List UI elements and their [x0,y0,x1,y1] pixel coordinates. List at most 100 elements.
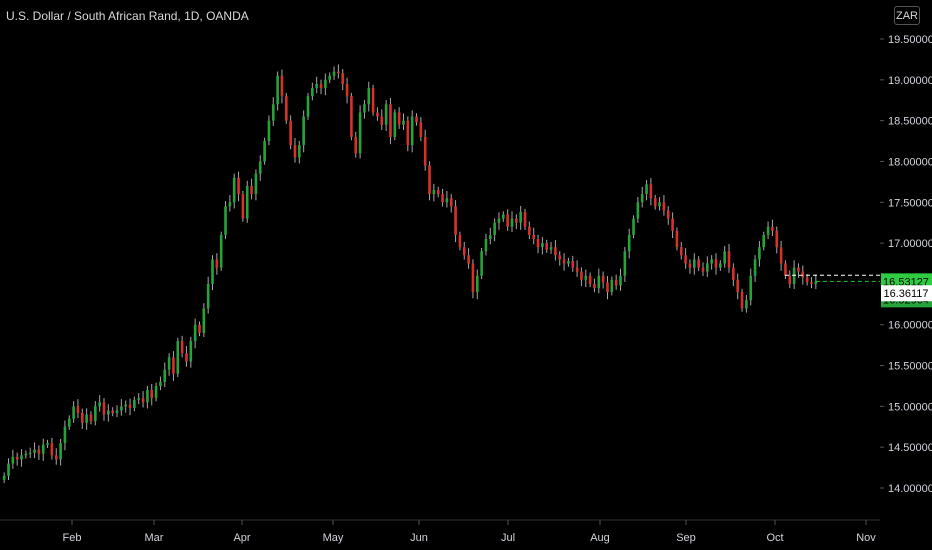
candle-body [554,247,557,256]
candle-body [614,279,618,286]
candle-body [367,87,371,105]
candle-body [406,120,410,146]
low-price-badge: 16.36117 [883,288,928,300]
candle-body [567,261,570,264]
candle-body [575,267,579,272]
candle-body [306,96,310,117]
candle-body [601,275,605,283]
candle-body [649,184,653,199]
candle-body [662,202,666,211]
candle-body [176,341,180,374]
y-axis[interactable]: 19.50000 19.00000 18.50000 18.00000 17.50000… [880,34,932,495]
candle-body [471,263,475,293]
candle-body [167,357,171,370]
x-tick-label: Aug [590,532,610,544]
candle-body [124,404,128,407]
candle-body [350,96,353,137]
y-tick-label: 14.00000 [888,483,932,495]
candle-body [94,406,97,422]
candle-body [480,251,483,276]
candle-body [67,418,71,427]
y-tick-label: 15.50000 [888,361,932,373]
candle-body [532,234,536,240]
candle-body [571,261,575,268]
candle-body [432,190,436,195]
candle-body [458,234,462,248]
candle-body [415,116,418,123]
candle-body [215,259,219,268]
candle-body [792,267,796,284]
candle-body [50,443,54,456]
candle-body [653,198,657,207]
y-tick-label: 18.50000 [888,116,932,128]
x-tick-label: Oct [766,532,783,544]
candle-body [436,190,440,195]
candle-body [745,300,748,309]
candle-body [89,414,93,422]
currency-selector-button[interactable]: ZAR [894,6,920,25]
candle-body [137,398,141,400]
candle-body [276,75,279,105]
candle-body [180,341,184,354]
y-tick-label: 19.50000 [888,34,932,46]
candle-body [610,279,614,293]
y-tick-label: 18.00000 [888,156,932,168]
candle-body [206,283,210,309]
candle-body [284,96,288,121]
candle-body [784,263,787,276]
candle-body [445,198,449,203]
x-tick-label: Jun [410,532,428,544]
candle-body [484,239,488,252]
candle-body [15,456,19,460]
candle-body [302,116,305,146]
candle-body [37,449,41,454]
candle-body [245,185,249,219]
candle-body [20,455,23,460]
candle-body [185,353,188,362]
y-tick-label: 17.50000 [888,197,932,209]
candle-body [189,341,193,362]
candle-body [619,275,622,286]
candle-body [376,112,379,117]
candle-body [758,247,761,260]
candle-body [710,259,713,264]
candle-body [24,453,28,456]
y-tick-label: 15.00000 [888,401,932,413]
candle-body [788,275,792,284]
candle-body [107,410,110,415]
candle-body [7,463,10,476]
candle-body [410,116,414,146]
candle-body [345,83,349,97]
candle-body [732,267,735,280]
candle-body [102,402,106,415]
candle-body [241,194,245,219]
candle-body [384,104,388,125]
candle-body [749,275,753,301]
candle-body [193,324,197,342]
candle-body [59,443,62,460]
candle-body [766,226,770,235]
x-axis[interactable]: Feb Mar Apr May Jun Jul Aug Sep Oct Nov [63,520,877,544]
chart-title: U.S. Dollar / South African Rand, 1D, OA… [6,9,249,23]
candle-body [510,218,514,227]
candle-body [258,161,262,174]
candle-body [423,136,427,166]
candle-body [627,234,631,252]
candle-body [723,251,726,264]
candle-body [462,247,466,256]
candle-body [719,263,722,268]
candle-body [172,357,175,374]
candle-body [46,443,49,445]
low-price-badge-bg [881,285,932,302]
candle-body [449,198,453,207]
candle-body [380,116,384,125]
candle-body [805,277,809,283]
y-tick-label: 17.00000 [888,238,932,250]
candle-body [606,282,609,293]
candle-body [150,390,154,399]
candle-body [397,112,401,125]
candle-body [41,444,45,454]
y-tick-label: 16.00000 [888,320,932,332]
candle-body [263,141,266,162]
